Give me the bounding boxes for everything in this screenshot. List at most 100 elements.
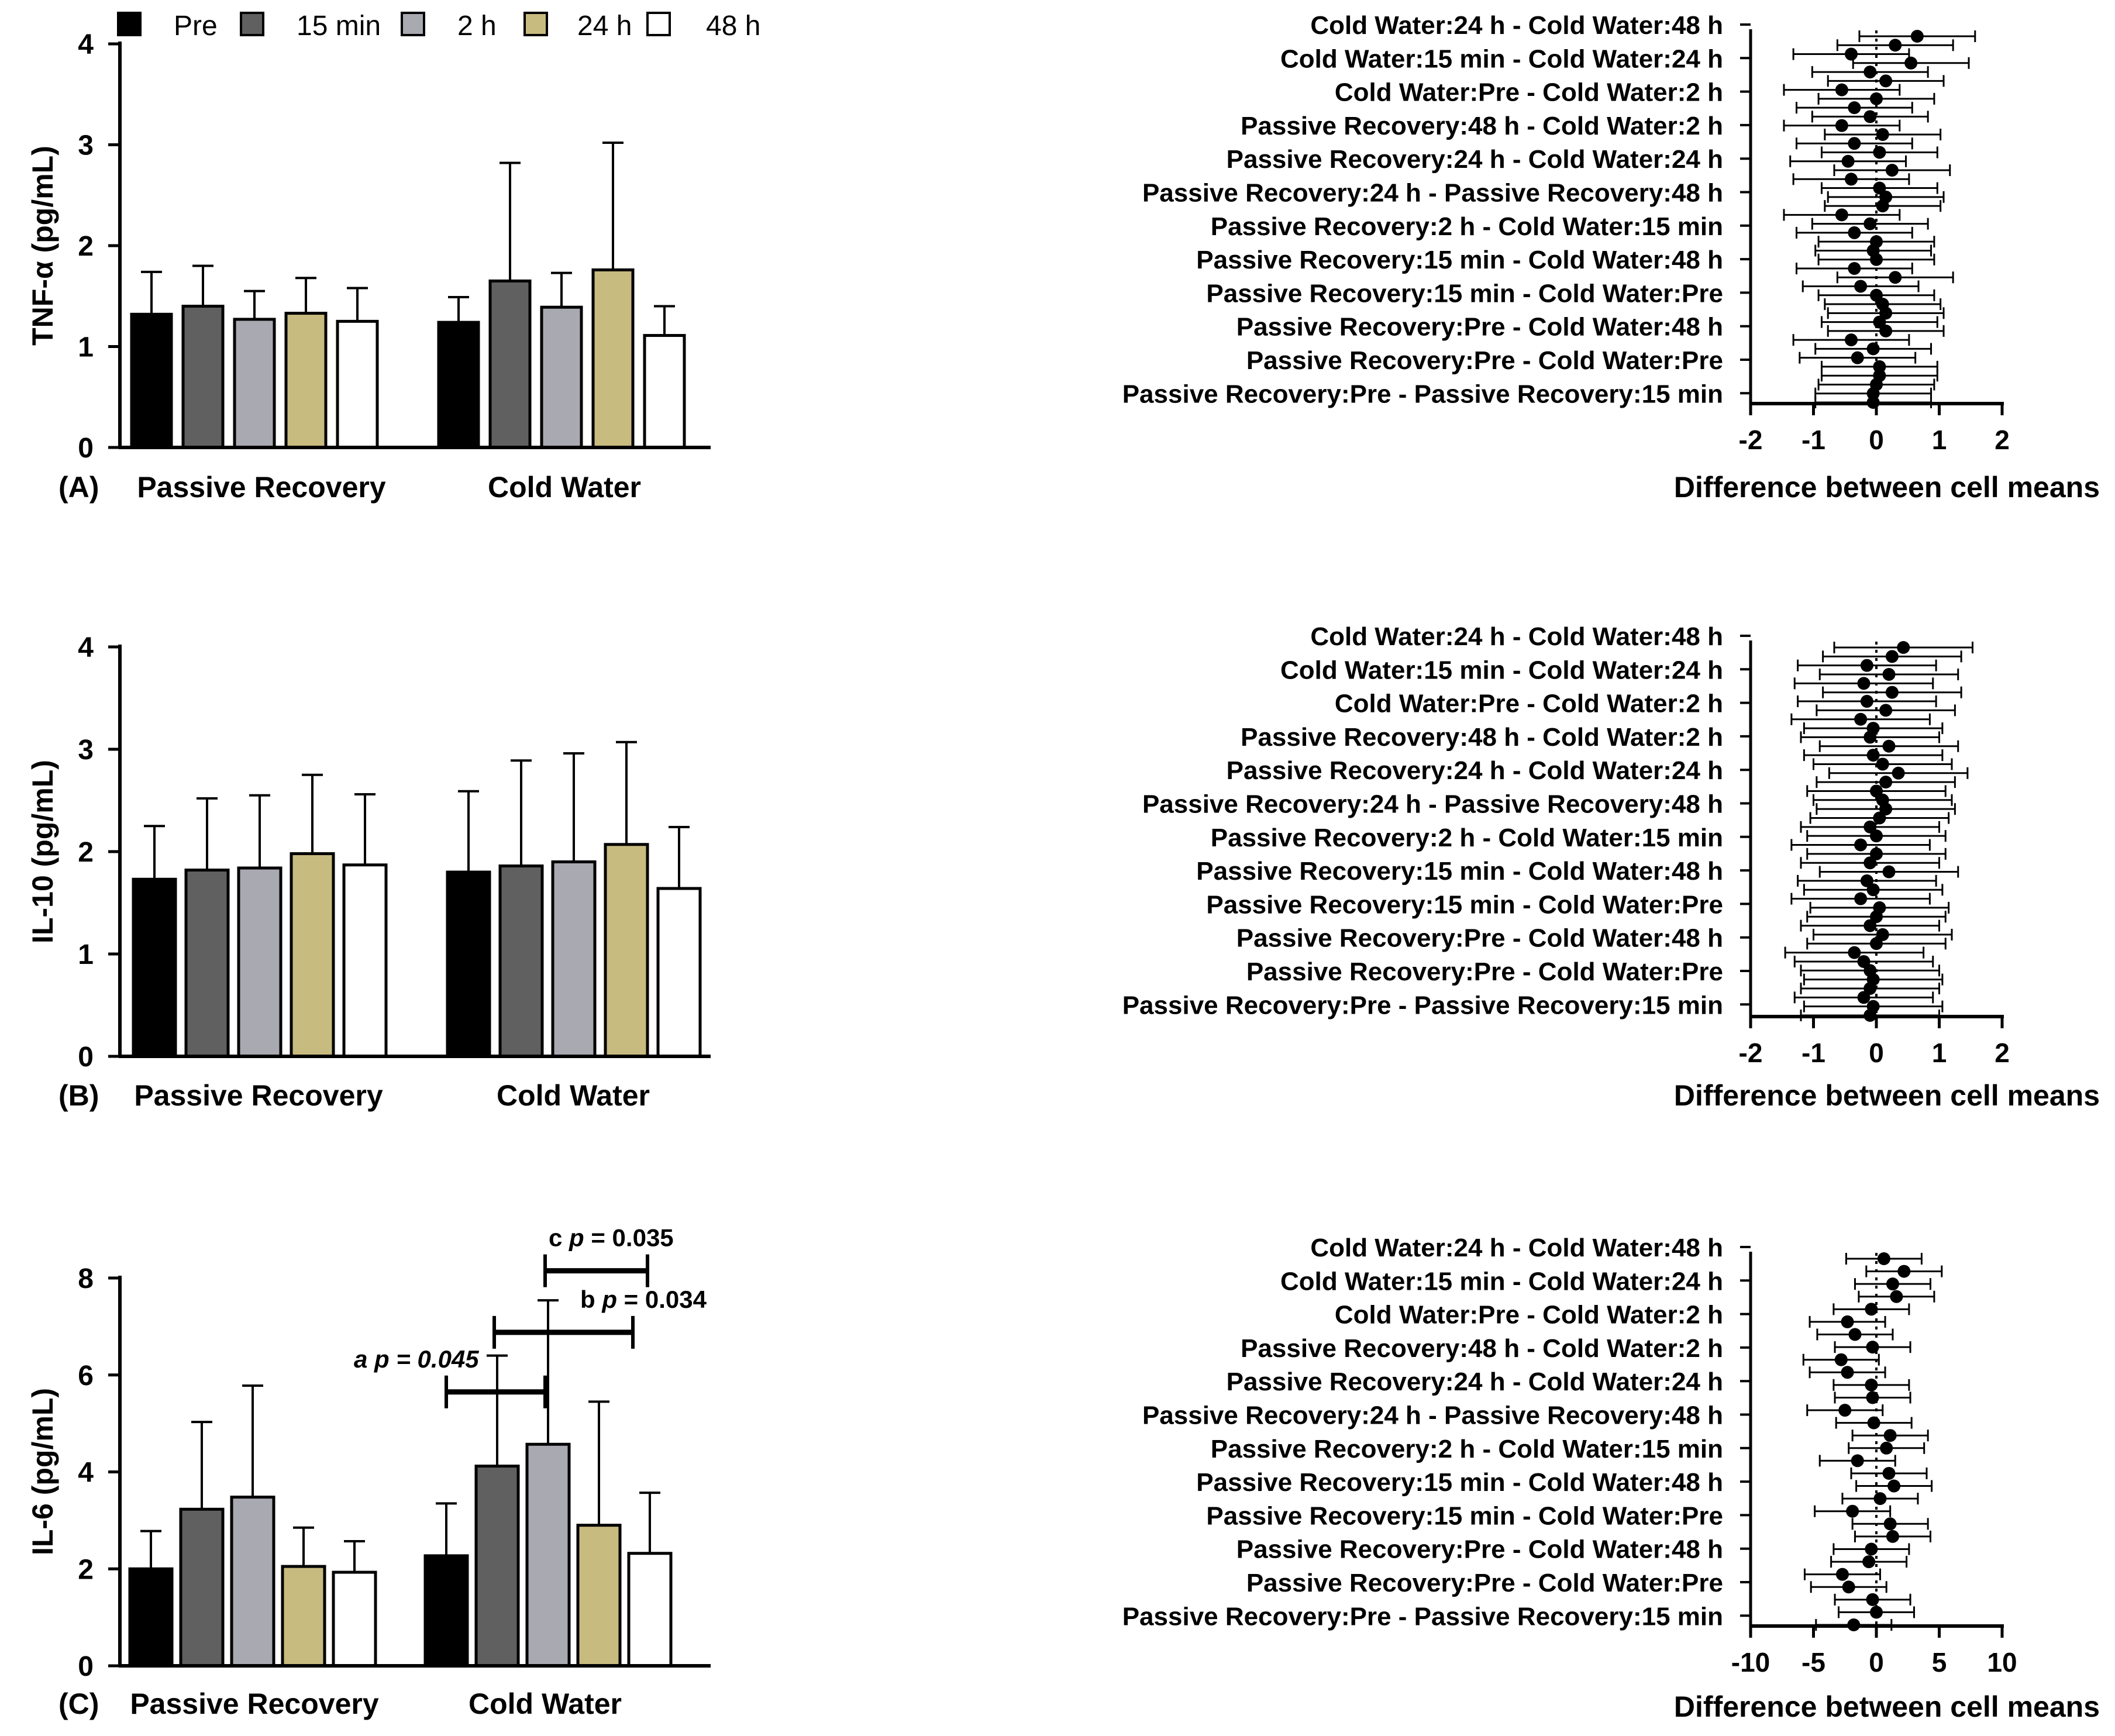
bar-cold-water-pre [446, 870, 491, 1058]
comparison-label: Passive Recovery:15 min - Cold Water:48 … [1196, 246, 1723, 274]
bar-cold-water-2-h [540, 305, 583, 449]
significance-p-symbol: p [374, 1345, 390, 1373]
comparison-label: Passive Recovery:Pre - Cold Water:48 h [1236, 924, 1723, 953]
significance-letter-c: c [549, 1224, 569, 1252]
category-label-cold-water: Cold Water [469, 1687, 622, 1720]
comparison-label: Cold Water:Pre - Cold Water:2 h [1335, 690, 1723, 718]
comparison-label: Passive Recovery:15 min - Cold Water:Pre [1206, 1501, 1723, 1530]
mean-difference-point [1857, 991, 1871, 1004]
mean-difference-point [1873, 181, 1886, 195]
bar-cold-water-2-h [551, 860, 597, 1058]
bar-cold-water-15-min [498, 864, 544, 1058]
y-tick-label-8: 8 [78, 1263, 94, 1294]
comparison-label: Passive Recovery:2 h - Cold Water:15 min [1211, 1435, 1723, 1463]
mean-difference-point [1873, 146, 1886, 159]
mean-difference-point [1873, 315, 1886, 329]
mean-difference-point [1860, 874, 1873, 887]
y-tick-label-3: 3 [78, 735, 94, 766]
y-tick-label-3: 3 [78, 130, 94, 161]
bar-cold-water-2-h [525, 1442, 571, 1668]
legend-label-15-min: 15 min [297, 11, 381, 42]
mean-difference-point [1838, 1404, 1852, 1417]
x-tick-label: 1 [1932, 425, 1947, 455]
mean-difference-point [1865, 1303, 1878, 1316]
x-axis-label: Difference between cell means [1674, 1690, 2100, 1723]
mean-difference-point [1848, 946, 1861, 959]
bar-passive-recovery-15-min [184, 869, 230, 1058]
mean-difference-point [1845, 47, 1858, 61]
mean-difference-point [1866, 883, 1880, 897]
comparison-label: Passive Recovery:Pre - Passive Recovery:… [1122, 991, 1723, 1019]
y-tick-label-4: 4 [78, 1458, 94, 1489]
comparison-label: Passive Recovery:24 h - Cold Water:24 h [1227, 1368, 1723, 1396]
mean-difference-point [1885, 650, 1899, 663]
mean-difference-point [1867, 1416, 1880, 1430]
mean-difference-point [1870, 92, 1883, 105]
bar-cold-water-pre [437, 321, 480, 449]
mean-difference-point [1882, 668, 1896, 681]
x-tick-label: 0 [1869, 1647, 1884, 1678]
significance-p-value: = 0.035 [584, 1224, 674, 1252]
significance-letter-a: a [354, 1345, 374, 1373]
bar-passive-recovery-24-h [281, 1565, 326, 1668]
mean-difference-point [1857, 677, 1871, 690]
mean-difference-point [1835, 208, 1848, 222]
significance-label-b: b p = 0.034 [580, 1286, 707, 1313]
x-tick-label: 1 [1932, 1038, 1947, 1068]
bar-passive-recovery-2-h [233, 318, 276, 449]
mean-difference-point [1886, 1530, 1899, 1543]
forest-plot-il-6: Cold Water:24 h - Cold Water:48 h Cold Wa… [1122, 1234, 2100, 1723]
mean-difference-point [1882, 1466, 1896, 1480]
mean-difference-point [1879, 306, 1893, 320]
comparison-label: Passive Recovery:48 h - Cold Water:2 h [1241, 112, 1723, 140]
y-axis-label: IL-6 (pg/mL) [26, 1388, 59, 1555]
bar-passive-recovery-24-h [290, 852, 335, 1058]
mean-difference-point [1879, 776, 1893, 789]
mean-difference-point [1845, 333, 1858, 347]
mean-difference-point [1854, 892, 1868, 905]
mean-difference-point [1866, 749, 1880, 762]
mean-difference-point [1873, 811, 1886, 825]
mean-difference-point [1870, 253, 1883, 266]
mean-difference-point [1879, 324, 1893, 337]
significance-label-c: c p = 0.035 [549, 1224, 674, 1252]
y-tick-label-4: 4 [78, 632, 94, 663]
mean-difference-point [1863, 820, 1877, 833]
mean-difference-point [1876, 928, 1889, 941]
mean-difference-point [1866, 1391, 1879, 1404]
mean-difference-point [1870, 829, 1883, 843]
comparison-label: Passive Recovery:15 min - Cold Water:Pre [1206, 279, 1723, 308]
x-tick-label: -1 [1801, 1038, 1825, 1068]
y-tick-label-1: 1 [78, 939, 94, 970]
mean-difference-point [1873, 360, 1886, 373]
legend: Pre 15 min 2 h 24 h 48 h [117, 11, 760, 42]
bar-cold-water-24-h [576, 1524, 622, 1668]
comparison-label: Passive Recovery:48 h - Cold Water:2 h [1241, 1334, 1723, 1363]
bar-passive-recovery-15-min [181, 305, 225, 449]
mean-difference-point [1879, 802, 1893, 816]
mean-difference-point [1854, 838, 1868, 852]
mean-difference-point [1846, 1504, 1859, 1518]
panel-label: (B) [58, 1079, 99, 1112]
panel-label: (C) [58, 1687, 99, 1720]
bar-passive-recovery-pre [132, 877, 177, 1058]
mean-difference-point [1866, 387, 1880, 400]
y-tick-label-4: 4 [78, 29, 94, 60]
mean-difference-point [1876, 199, 1889, 213]
mean-difference-point [1862, 1555, 1876, 1569]
bar-passive-recovery-pre [130, 312, 173, 449]
legend-swatch-48-h [646, 12, 671, 36]
comparison-label: Cold Water:Pre - Cold Water:2 h [1335, 1301, 1723, 1329]
bar-passive-recovery-2-h [230, 1496, 275, 1668]
mean-difference-point [1892, 766, 1905, 780]
significance-p-value: = 0.034 [617, 1286, 707, 1313]
mean-difference-point [1848, 137, 1861, 150]
bar-chart-il-6: 0 2 4 6 8 IL-6 (pg/mL) (C) Passive Recovery Cold… [26, 1224, 711, 1720]
mean-difference-point [1835, 1568, 1849, 1581]
x-tick-label: -10 [1731, 1647, 1770, 1678]
legend-label-pre: Pre [174, 11, 218, 42]
comparison-label: Passive Recovery:Pre - Passive Recovery:… [1122, 1602, 1723, 1631]
legend-swatch-pre [117, 12, 142, 36]
comparison-label: Passive Recovery:Pre - Cold Water:48 h [1236, 313, 1723, 342]
mean-difference-point [1863, 919, 1877, 932]
